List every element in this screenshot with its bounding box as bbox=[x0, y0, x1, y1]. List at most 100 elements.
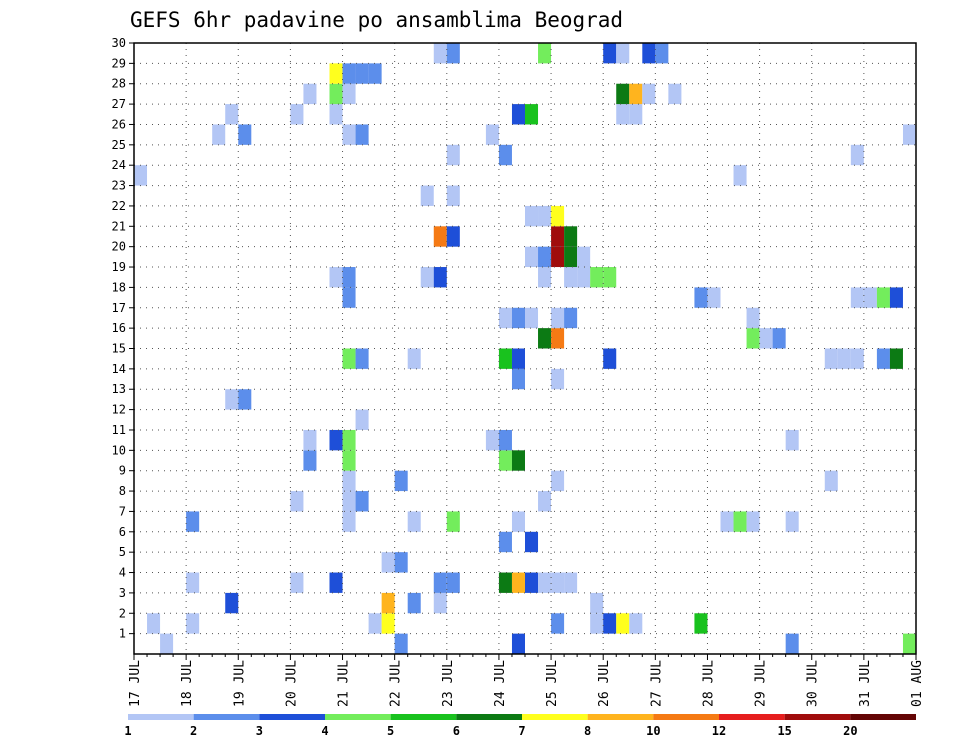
heatmap-cell bbox=[342, 470, 356, 492]
heatmap-cell bbox=[551, 246, 565, 268]
y-tick-label: 23 bbox=[112, 179, 126, 193]
y-tick-label: 14 bbox=[112, 362, 126, 376]
x-tick-label: 17 JUL bbox=[128, 660, 143, 707]
heatmap-cells bbox=[134, 43, 916, 654]
y-tick-label: 22 bbox=[112, 199, 126, 213]
heatmap-cell bbox=[368, 613, 382, 634]
y-tick-label: 17 bbox=[112, 301, 126, 315]
heatmap-cell bbox=[381, 592, 395, 614]
heatmap-cell bbox=[420, 185, 434, 206]
heatmap-cell bbox=[629, 83, 643, 105]
heatmap-cell bbox=[329, 63, 343, 84]
legend-label: 4 bbox=[321, 724, 328, 738]
heatmap-cell bbox=[394, 470, 408, 492]
grid-lines bbox=[134, 43, 917, 654]
y-tick-label: 29 bbox=[112, 56, 126, 70]
heatmap-cell bbox=[355, 491, 369, 512]
heatmap-cell bbox=[902, 124, 916, 145]
legend-swatch bbox=[325, 714, 391, 720]
y-tick-label: 20 bbox=[112, 240, 126, 254]
heatmap-cell bbox=[498, 572, 512, 593]
heatmap-cell bbox=[876, 348, 890, 369]
legend-swatch bbox=[456, 714, 522, 720]
heatmap-cell bbox=[303, 450, 317, 471]
legend-swatch bbox=[587, 714, 654, 720]
heatmap-cell bbox=[394, 552, 408, 573]
heatmap-cell bbox=[446, 226, 460, 247]
heatmap-cell bbox=[368, 63, 382, 84]
heatmap-cell bbox=[498, 531, 512, 553]
y-tick-label: 16 bbox=[112, 321, 126, 335]
x-tick-label: 30 JUL bbox=[806, 660, 821, 707]
heatmap-cell bbox=[746, 328, 760, 349]
heatmap-cell bbox=[355, 63, 369, 84]
x-tick-label: 25 JUL bbox=[545, 660, 560, 707]
color-legend: 1 2 3 4 5 6 7 8 10 12 15 20 bbox=[124, 714, 916, 738]
heatmap-cell bbox=[746, 511, 760, 532]
legend-label: 7 bbox=[518, 724, 525, 738]
y-tick-label: 5 bbox=[119, 545, 126, 559]
heatmap-cell bbox=[538, 572, 552, 593]
chart-title: GEFS 6hr padavine po ansamblima Beograd bbox=[130, 8, 623, 32]
x-tick-label: 20 JUL bbox=[284, 660, 299, 707]
legend-swatch bbox=[784, 714, 851, 720]
legend-label: 1 bbox=[124, 724, 131, 738]
heatmap-cell bbox=[538, 328, 552, 349]
heatmap-cell bbox=[538, 491, 552, 512]
heatmap-cell bbox=[694, 287, 708, 308]
legend-swatch bbox=[128, 714, 194, 720]
heatmap-cell bbox=[433, 572, 447, 593]
legend-label: 10 bbox=[646, 724, 660, 738]
x-tick-label: 21 JUL bbox=[337, 660, 352, 707]
heatmap-cell bbox=[342, 450, 356, 471]
heatmap-cell bbox=[525, 104, 539, 125]
y-axis-ticks: 1234567891011121314151617181920212223242… bbox=[112, 36, 134, 641]
heatmap-cell bbox=[498, 307, 512, 329]
heatmap-cell bbox=[381, 613, 395, 634]
heatmap-cell bbox=[329, 429, 343, 451]
legend-label: 3 bbox=[256, 724, 263, 738]
legend-label: 6 bbox=[453, 724, 460, 738]
heatmap-cell bbox=[290, 104, 304, 125]
heatmap-cell bbox=[863, 287, 877, 308]
heatmap-cell bbox=[616, 83, 630, 105]
heatmap-cell bbox=[498, 429, 512, 451]
heatmap-cell bbox=[433, 592, 447, 614]
heatmap-cell bbox=[329, 572, 343, 593]
x-tick-label: 27 JUL bbox=[649, 660, 664, 707]
heatmap-cell bbox=[381, 552, 395, 573]
heatmap-cell bbox=[511, 511, 525, 532]
heatmap-cell bbox=[303, 429, 317, 451]
heatmap-cell bbox=[733, 511, 747, 532]
legend-label: 20 bbox=[843, 724, 857, 738]
heatmap-cell bbox=[303, 83, 317, 105]
y-tick-label: 25 bbox=[112, 138, 126, 152]
heatmap-cell bbox=[850, 348, 864, 369]
heatmap-cell bbox=[134, 165, 148, 186]
heatmap-cell bbox=[629, 104, 643, 125]
heatmap-cell bbox=[511, 450, 525, 471]
x-tick-label: 29 JUL bbox=[754, 660, 769, 707]
x-tick-label: 18 JUL bbox=[180, 660, 195, 707]
heatmap-cell bbox=[564, 307, 578, 329]
heatmap-cell bbox=[329, 83, 343, 105]
legend-swatch bbox=[193, 714, 260, 720]
heatmap-cell bbox=[511, 104, 525, 125]
heatmap-cell bbox=[511, 368, 525, 390]
y-tick-label: 26 bbox=[112, 117, 126, 131]
heatmap-cell bbox=[342, 287, 356, 308]
legend-swatch bbox=[850, 714, 916, 720]
y-tick-label: 10 bbox=[112, 443, 126, 457]
heatmap-cell bbox=[238, 124, 252, 145]
heatmap-cell bbox=[446, 43, 460, 64]
heatmap-cell bbox=[511, 348, 525, 369]
heatmap-cell bbox=[785, 511, 799, 532]
x-tick-label: 24 JUL bbox=[493, 660, 508, 707]
y-tick-label: 24 bbox=[112, 158, 126, 172]
heatmap-cell bbox=[446, 572, 460, 593]
heatmap-cell bbox=[590, 613, 604, 634]
legend-swatch bbox=[522, 714, 588, 720]
x-tick-label: 19 JUL bbox=[232, 660, 247, 707]
y-tick-label: 4 bbox=[119, 566, 126, 580]
heatmap-cell bbox=[186, 511, 200, 532]
